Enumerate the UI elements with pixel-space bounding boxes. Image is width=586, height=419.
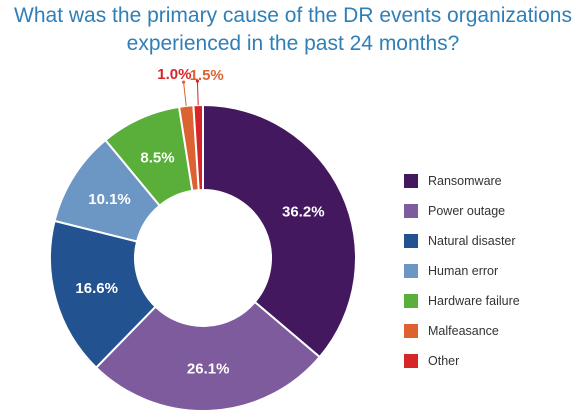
legend-swatch <box>404 204 418 218</box>
legend-label: Ransomware <box>428 174 502 188</box>
legend-item-ransomware: Ransomware <box>404 166 520 196</box>
chart-title-line-1: What was the primary cause of the DR eve… <box>14 4 572 27</box>
legend-label: Hardware failure <box>428 294 520 308</box>
slice-ransomware <box>202 103 357 359</box>
leader-line-other <box>196 81 199 106</box>
legend-swatch <box>404 174 418 188</box>
legend-item-other: Other <box>404 346 520 376</box>
slice-power-outage <box>94 300 322 412</box>
legend-swatch <box>404 264 418 278</box>
data-label-hardware-failure: 8.5% <box>140 149 174 166</box>
legend-swatch <box>404 324 418 338</box>
data-label-malfeasance: 1.5% <box>190 67 224 84</box>
legend-swatch <box>404 234 418 248</box>
slice-other <box>192 103 204 192</box>
leader-dot-malfeasance <box>181 80 186 84</box>
legend-item-hardware-failure: Hardware failure <box>404 286 520 316</box>
legend-label: Human error <box>428 264 499 278</box>
legend-swatch <box>404 354 418 368</box>
leader-line-malfeasance <box>183 82 187 106</box>
data-label-natural-disaster: 16.6% <box>75 280 118 297</box>
data-label-power-outage: 26.1% <box>187 360 230 377</box>
legend-item-power-outage: Power outage <box>404 196 520 226</box>
data-label-human-error: 10.1% <box>88 191 131 208</box>
legend-label: Natural disaster <box>428 234 516 248</box>
leader-dot-other <box>195 79 200 83</box>
chart-title-line-2: experienced in the past 24 months? <box>126 32 460 55</box>
chart-legend: Ransomware Power outage Natural disaster Hu… <box>404 166 520 376</box>
data-label-ransomware: 36.2% <box>282 204 325 221</box>
slice-natural-disaster <box>49 219 157 369</box>
legend-item-malfeasance: Malfeasance <box>404 316 520 346</box>
data-label-other: 1.0% <box>157 66 191 83</box>
legend-label: Power outage <box>428 204 506 218</box>
legend-item-natural-disaster: Natural disaster <box>404 226 520 256</box>
legend-swatch <box>404 294 418 308</box>
chart-title: What was the primary cause of the DR eve… <box>0 2 586 58</box>
legend-label: Malfeasance <box>428 324 499 338</box>
legend-label: Other <box>428 354 460 368</box>
legend-item-human-error: Human error <box>404 256 520 286</box>
